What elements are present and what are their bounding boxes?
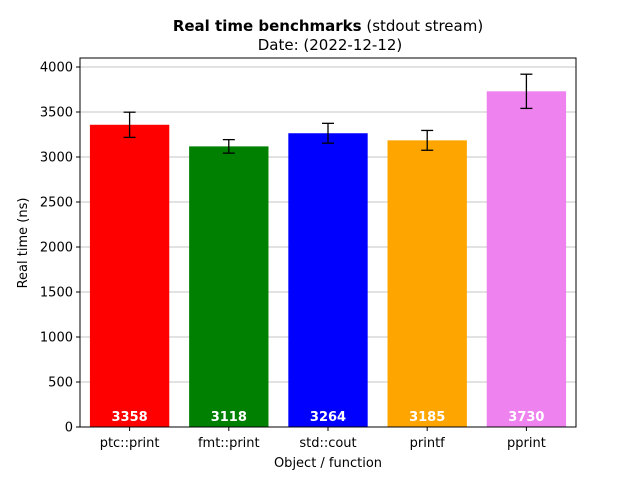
chart-title-bold: Real time benchmarks	[173, 17, 362, 35]
bar-value-label: 3118	[211, 410, 247, 425]
bar-value-label: 3358	[112, 410, 148, 425]
bar-value-labels: 3358 3118 3264 3185 3730	[112, 410, 545, 425]
y-tick-label: 4000	[40, 61, 73, 76]
x-tick-label: printf	[410, 436, 446, 451]
y-tick-label: 2500	[40, 196, 73, 211]
x-tick-label: ptc::print	[100, 436, 160, 451]
chart-subtitle: Date: (2022-12-12)	[258, 36, 403, 54]
bars	[89, 91, 567, 428]
plot-frame	[79, 57, 577, 428]
bar-fmt-print	[189, 146, 269, 427]
chart-title-rest: (stdout stream)	[362, 17, 484, 35]
error-bars	[123, 73, 533, 154]
bar-value-label: 3185	[409, 410, 445, 425]
bar-ptc-print	[89, 124, 170, 427]
y-tick-label: 1000	[40, 331, 73, 346]
bar-printf	[387, 140, 467, 427]
x-tick-label: std::cout	[299, 436, 356, 451]
bar-pprint	[486, 91, 567, 428]
y-axis-label: Real time (ns)	[16, 198, 31, 289]
x-axis-label: Object / function	[274, 456, 382, 471]
y-tick-label: 3000	[40, 151, 73, 166]
y-tick-label: 1500	[40, 286, 73, 301]
y-tick-label: 500	[48, 376, 73, 391]
y-tick-label: 2000	[40, 241, 73, 256]
x-tick-label: pprint	[507, 436, 546, 451]
y-tick-label: 3500	[40, 106, 73, 121]
x-tick-label: fmt::print	[198, 436, 260, 451]
chart-title: Real time benchmarks (stdout stream)	[173, 17, 483, 35]
bar-value-label: 3730	[508, 410, 544, 425]
bar-value-label: 3264	[310, 410, 346, 425]
axes: 0 500 1000 1500 2000 2500 3000 3500 4000ptc::pri…	[40, 57, 577, 451]
bar-std-cout	[288, 133, 368, 428]
y-tick-label: 0	[65, 421, 73, 436]
